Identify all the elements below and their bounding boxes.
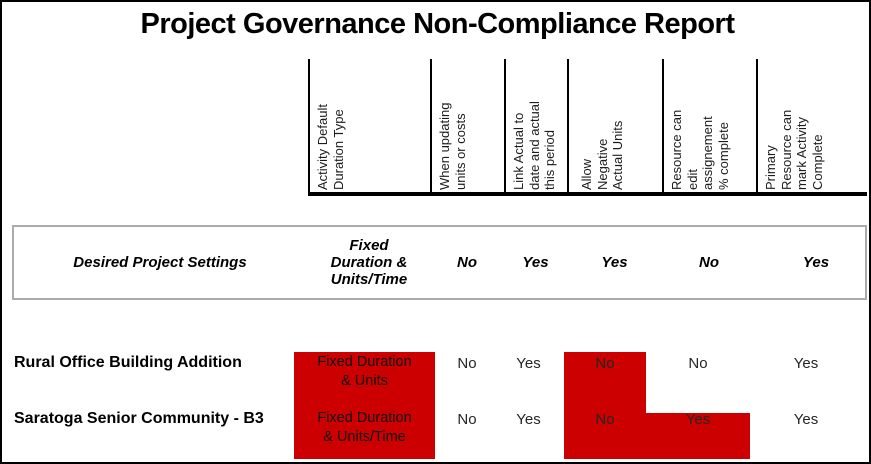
project-value-primary-resource: Yes — [793, 354, 819, 372]
project-value-link-actual: Yes — [516, 354, 541, 372]
project-row-label: Rural Office Building Addition — [14, 354, 242, 371]
desired-value-link-actual: Yes — [522, 254, 549, 271]
column-separator — [662, 59, 664, 192]
project-value-allow-negative: No — [595, 354, 615, 372]
project-value-duration-type: Fixed Duration & Units/Time — [317, 410, 412, 445]
non-compliance-highlight — [564, 352, 646, 459]
project-value-primary-resource: Yes — [793, 410, 819, 428]
desired-settings-box — [12, 225, 867, 300]
project-row-label: Saratoga Senior Community - B3 — [14, 410, 264, 427]
desired-settings-label: Desired Project Settings — [73, 254, 247, 271]
col-header-allow-negative: Allow Negative Actual Units — [567, 59, 662, 192]
col-header-resource-edit: Resource can edit assignement % complete — [662, 59, 756, 192]
col-header-primary-resource: Primary Resource can mark Activity Compl… — [756, 59, 867, 192]
project-value-duration-type: Fixed Duration & Units — [317, 354, 412, 389]
col-header-label: When updating units or costs — [437, 102, 468, 190]
column-separator — [567, 59, 569, 192]
non-compliance-highlight — [294, 352, 435, 459]
desired-value-duration-type: Fixed Duration & Units/Time — [330, 237, 408, 288]
project-value-when-updating: No — [457, 410, 477, 428]
desired-value-when-updating: No — [457, 254, 477, 271]
column-separator — [756, 59, 758, 192]
desired-value-allow-negative: Yes — [601, 254, 628, 271]
column-separator — [504, 59, 506, 192]
col-header-label: Primary Resource can mark Activity Compl… — [763, 109, 825, 190]
desired-value-primary-resource: Yes — [802, 254, 830, 271]
desired-value-resource-edit: No — [699, 254, 719, 271]
col-header-duration-type: Activity Default Duration Type — [308, 59, 430, 192]
col-header-label: Allow Negative Actual Units — [579, 120, 625, 190]
page-title: Project Governance Non-Compliance Report — [140, 8, 735, 40]
col-header-label: Resource can edit assignement % complete — [669, 109, 731, 190]
project-value-when-updating: No — [457, 354, 477, 372]
non-compliance-highlight — [646, 413, 750, 459]
project-value-resource-edit: No — [688, 354, 708, 372]
col-header-label: Link Actual to date and actual this peri… — [511, 101, 557, 190]
col-header-link-actual: Link Actual to date and actual this peri… — [504, 59, 567, 192]
col-header-label: Activity Default Duration Type — [315, 104, 346, 190]
col-header-when-updating: When updating units or costs — [430, 59, 504, 192]
column-separator — [308, 59, 310, 192]
column-separator — [430, 59, 432, 192]
header-underline — [308, 192, 867, 196]
project-value-resource-edit: Yes — [685, 410, 711, 428]
project-value-link-actual: Yes — [516, 410, 541, 428]
project-value-allow-negative: No — [595, 410, 615, 428]
